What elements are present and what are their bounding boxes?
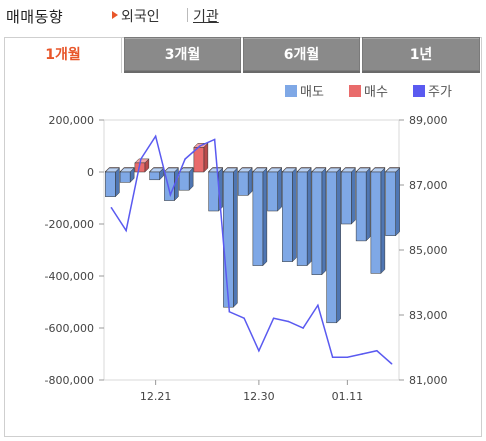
sell-bar: [385, 167, 401, 237]
legend-label-sell: 매도: [300, 85, 324, 100]
sell-bar: [267, 167, 283, 212]
legend-swatch-sell: [285, 85, 297, 97]
price-point: [302, 327, 304, 329]
buy-bar: [193, 142, 209, 173]
price-point: [376, 349, 378, 352]
legend-label-price: 주가: [428, 85, 452, 100]
price-point: [125, 229, 127, 232]
price-point: [110, 206, 113, 209]
y-right-tick-label: 87,000: [409, 179, 448, 192]
sell-bar: [296, 167, 312, 267]
page-title: 매매동향: [6, 8, 64, 26]
sell-bar: [355, 167, 371, 242]
y-left-tick-label: -600,000: [45, 322, 94, 335]
price-point: [272, 317, 275, 320]
price-point: [390, 362, 393, 365]
price-point: [361, 353, 363, 355]
y-left-tick-label: -200,000: [45, 218, 94, 231]
tab-1-year[interactable]: 1년: [362, 37, 480, 71]
price-point: [287, 320, 290, 323]
y-left-tick-label: 200,000: [49, 114, 95, 127]
price-point: [243, 317, 245, 320]
y-left-tick-label: -400,000: [45, 270, 94, 283]
sell-bar: [252, 167, 268, 267]
arrow-right-icon: [112, 11, 118, 19]
y-axis-left: 200,000 0 -200,000 -400,000 -600,000 -800,000: [45, 114, 104, 387]
price-line: [110, 134, 393, 365]
price-point: [169, 193, 172, 196]
tab-3-months[interactable]: 3개월: [124, 37, 241, 71]
x-tick-label: 12.30: [243, 390, 275, 403]
sell-bar: [237, 167, 253, 197]
x-tick-label: 12.21: [140, 390, 172, 403]
sell-bar: [178, 167, 194, 191]
buy-bar: [134, 158, 150, 173]
sell-bar: [222, 167, 238, 308]
link-divider: [187, 8, 188, 22]
bar-marks: [104, 142, 401, 324]
foreigner-link[interactable]: 외국인: [121, 9, 160, 25]
y-axis-right: 89,000 87,000 85,000 83,000 81,000: [399, 114, 448, 387]
institution-link[interactable]: 기관: [193, 9, 219, 25]
price-point: [199, 145, 201, 147]
legend-label-buy: 매수: [364, 85, 388, 100]
y-right-tick-label: 81,000: [409, 374, 448, 387]
price-point: [258, 349, 260, 352]
price-point: [317, 304, 319, 307]
y-right-tick-label: 89,000: [409, 114, 448, 127]
y-left-tick-label: 0: [87, 166, 94, 179]
y-left-tick-label: -800,000: [45, 374, 94, 387]
price-point: [184, 158, 186, 160]
sell-bar: [326, 167, 342, 324]
period-tabs: 1개월 3개월 6개월 1년: [4, 37, 482, 73]
y-right-tick-label: 83,000: [409, 309, 448, 322]
legend-swatch-buy: [349, 85, 361, 97]
legend-swatch-price: [413, 85, 425, 97]
sell-bar: [104, 167, 120, 198]
price-point: [228, 310, 231, 313]
price-point: [213, 138, 216, 141]
tab-1-month[interactable]: 1개월: [4, 37, 122, 73]
price-point: [346, 356, 349, 359]
tab-6-months[interactable]: 6개월: [243, 37, 360, 71]
legend: 매도 매수 주가: [285, 85, 452, 100]
sell-bar: [149, 167, 165, 181]
sell-bar: [370, 167, 386, 275]
x-tick-label: 01.11: [332, 390, 364, 403]
sell-bar: [119, 167, 135, 184]
x-axis: 12.21 12.30 01.11: [140, 380, 363, 403]
y-right-tick-label: 85,000: [409, 244, 448, 257]
price-point: [140, 158, 142, 160]
sell-bar: [311, 167, 327, 276]
price-point: [331, 356, 334, 359]
price-series-line: [110, 134, 393, 365]
chart-panel: [4, 37, 482, 437]
sell-bar: [281, 167, 297, 263]
price-point: [154, 135, 157, 138]
sell-bar: [340, 167, 356, 225]
sell-bar: [163, 167, 179, 202]
